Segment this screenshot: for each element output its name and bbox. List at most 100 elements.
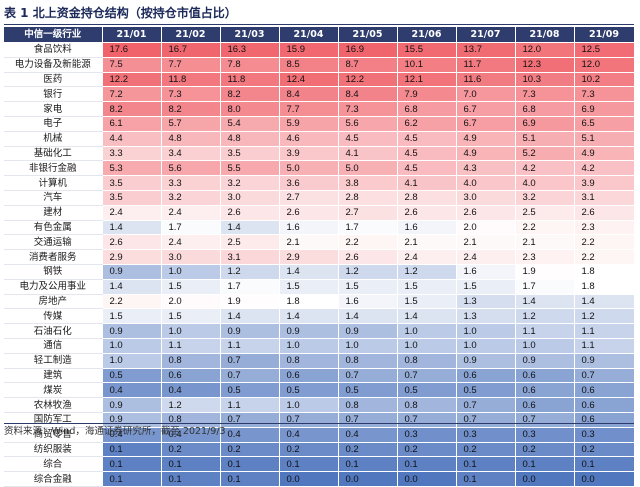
weight-cell: 2.1 — [397, 234, 457, 251]
table-row: 建材 2.4 2.4 2.6 2.6 2.7 2.6 2.6 2.5 2.6 — [4, 205, 635, 221]
weight-cell: 5.7 — [161, 116, 221, 132]
weight-cell: 2.2 — [574, 234, 635, 251]
weight-cell: 7.0 — [456, 86, 516, 103]
weight-cell: 1.5 — [279, 279, 339, 295]
weight-cell: 2.3 — [515, 249, 575, 265]
industry-name: 银行 — [4, 86, 103, 103]
weight-cell: 2.6 — [220, 205, 280, 221]
weight-cell: 4.2 — [515, 160, 575, 177]
industry-name: 电力及公用事业 — [4, 279, 103, 295]
industry-name: 建筑 — [4, 368, 103, 384]
industry-name: 机械 — [4, 131, 103, 147]
table-row: 建筑 0.5 0.6 0.7 0.6 0.7 0.7 0.6 0.6 0.7 — [4, 368, 635, 384]
industry-name: 综合 — [4, 456, 103, 473]
weight-cell: 0.9 — [279, 323, 339, 339]
industry-name: 家电 — [4, 101, 103, 117]
table-row: 电力设备及新能源 7.5 7.7 7.8 8.5 8.7 10.1 11.7 12.3 12.0 — [4, 57, 635, 73]
weight-cell: 3.5 — [102, 190, 162, 206]
weight-cell: 0.3 — [574, 427, 635, 443]
weight-cell: 3.1 — [574, 190, 635, 206]
weight-cell: 4.1 — [397, 175, 457, 191]
industry-name: 有色金属 — [4, 220, 103, 236]
weight-cell: 1.0 — [456, 338, 516, 354]
table-row: 综合金融 0.1 0.1 0.1 0.0 0.0 0.0 0.1 0.0 0.0 — [4, 471, 635, 487]
weight-cell: 2.6 — [338, 249, 398, 265]
table-row: 农林牧渔 0.9 1.2 1.1 1.0 0.8 0.8 0.7 0.6 0.6 — [4, 397, 635, 413]
weight-cell: 1.8 — [279, 294, 339, 310]
weight-cell: 0.9 — [515, 353, 575, 369]
weight-cell: 0.0 — [574, 471, 635, 487]
weight-cell: 2.2 — [338, 234, 398, 251]
weight-cell: 1.2 — [515, 308, 575, 325]
industry-name: 纺织服装 — [4, 442, 103, 458]
weight-cell: 4.4 — [102, 131, 162, 147]
weight-cell: 0.6 — [456, 368, 516, 384]
weight-cell: 1.4 — [515, 294, 575, 310]
weight-cell: 0.2 — [397, 442, 457, 458]
weight-cell: 7.7 — [161, 57, 221, 73]
weight-cell: 0.1 — [338, 456, 398, 473]
weight-cell: 5.3 — [102, 160, 162, 177]
weight-cell: 6.5 — [574, 116, 635, 132]
weight-cell: 1.4 — [220, 308, 280, 325]
weight-cell: 5.6 — [338, 116, 398, 132]
weight-cell: 2.0 — [161, 294, 221, 310]
weight-cell: 5.5 — [220, 160, 280, 177]
table-body: 食品饮料 17.6 16.7 16.3 15.9 16.9 15.5 13.7 12.0 12.5… — [4, 42, 635, 487]
weight-cell: 3.4 — [161, 146, 221, 162]
weight-cell: 0.9 — [102, 264, 162, 280]
weight-cell: 8.0 — [220, 101, 280, 117]
weight-cell: 1.7 — [515, 279, 575, 295]
weight-cell: 6.9 — [574, 101, 635, 117]
weight-cell: 0.9 — [574, 353, 635, 369]
industry-name: 医药 — [4, 72, 103, 88]
weight-cell: 8.4 — [338, 86, 398, 103]
weight-cell: 1.9 — [515, 264, 575, 280]
table-row: 食品饮料 17.6 16.7 16.3 15.9 16.9 15.5 13.7 12.0 12.5 — [4, 42, 635, 58]
weight-cell: 8.2 — [220, 86, 280, 103]
table-row: 家电 8.2 8.2 8.0 7.7 7.3 6.8 6.7 6.8 6.9 — [4, 101, 635, 117]
weight-cell: 1.0 — [279, 397, 339, 413]
table-row: 电子 6.1 5.7 5.4 5.9 5.6 6.2 6.7 6.9 6.5 — [4, 116, 635, 132]
weight-cell: 0.0 — [338, 471, 398, 487]
weight-cell: 0.9 — [338, 323, 398, 339]
weight-cell: 2.2 — [102, 294, 162, 310]
weight-cell: 0.7 — [220, 412, 280, 428]
weight-cell: 12.1 — [397, 72, 457, 88]
table-row: 计算机 3.5 3.3 3.2 3.6 3.8 4.1 4.0 4.0 3.9 — [4, 175, 635, 191]
weight-cell: 4.9 — [456, 146, 516, 162]
weight-cell: 1.4 — [338, 308, 398, 325]
header-month: 21/07 — [456, 27, 516, 43]
weight-cell: 3.2 — [220, 175, 280, 191]
industry-name: 建材 — [4, 205, 103, 221]
table-row: 煤炭 0.4 0.4 0.5 0.5 0.5 0.5 0.5 0.6 0.6 — [4, 382, 635, 399]
weight-cell: 3.2 — [161, 190, 221, 206]
weight-cell: 1.4 — [102, 279, 162, 295]
table-header-row: 中信一级行业 21/01 21/02 21/03 21/04 21/05 21/… — [4, 27, 635, 43]
weight-cell: 7.3 — [338, 101, 398, 117]
weight-cell: 0.9 — [102, 397, 162, 413]
weight-cell: 0.2 — [220, 442, 280, 458]
weight-cell: 12.2 — [338, 72, 398, 88]
weight-cell: 1.7 — [338, 220, 398, 236]
weight-cell: 1.0 — [279, 338, 339, 354]
table-row: 纺织服装 0.1 0.2 0.2 0.2 0.2 0.2 0.2 0.2 0.2 — [4, 442, 635, 458]
weight-cell: 1.0 — [161, 264, 221, 280]
table-row: 传媒 1.5 1.5 1.4 1.4 1.4 1.4 1.3 1.2 1.2 — [4, 308, 635, 325]
weight-cell: 1.0 — [397, 323, 457, 339]
weight-cell: 0.5 — [397, 382, 457, 399]
weight-cell: 5.6 — [161, 160, 221, 177]
weight-cell: 2.7 — [279, 190, 339, 206]
weight-cell: 0.3 — [456, 427, 516, 443]
weight-cell: 0.4 — [102, 382, 162, 399]
weight-cell: 0.8 — [338, 353, 398, 369]
weight-cell: 6.8 — [515, 101, 575, 117]
weight-cell: 4.5 — [397, 160, 457, 177]
industry-name: 综合金融 — [4, 471, 103, 487]
weight-cell: 4.9 — [574, 146, 635, 162]
weight-cell: 1.2 — [397, 264, 457, 280]
weight-cell: 4.0 — [456, 175, 516, 191]
weight-cell: 6.8 — [397, 101, 457, 117]
weight-cell: 1.7 — [161, 220, 221, 236]
weight-cell: 1.0 — [515, 338, 575, 354]
